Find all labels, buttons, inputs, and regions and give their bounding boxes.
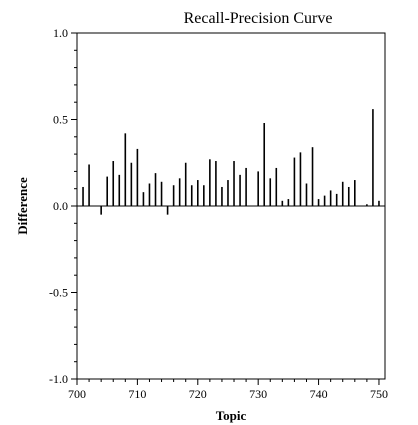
- y-tick-label: -1.0: [49, 372, 68, 386]
- y-tick-label: 1.0: [53, 26, 68, 40]
- y-tick-label: 0.5: [53, 113, 68, 127]
- y-ticks: 1.0 0.5 0.0 -0.5 -1.0: [49, 26, 77, 386]
- x-tick-label: 750: [370, 387, 388, 401]
- x-tick-label: 730: [249, 387, 267, 401]
- x-tick-label: 700: [68, 387, 86, 401]
- y-tick-label: 0.0: [53, 199, 68, 213]
- bars: [82, 109, 380, 215]
- y-axis-label: Difference: [15, 177, 30, 235]
- x-axis-label: Topic: [216, 408, 247, 423]
- chart-title: Recall-Precision Curve: [184, 10, 333, 27]
- x-tick-label: 720: [189, 387, 207, 401]
- x-tick-label: 740: [310, 387, 328, 401]
- y-tick-label: -0.5: [49, 286, 68, 300]
- x-tick-label: 710: [128, 387, 146, 401]
- x-ticks: 700 710 720 730 740 750: [68, 379, 388, 401]
